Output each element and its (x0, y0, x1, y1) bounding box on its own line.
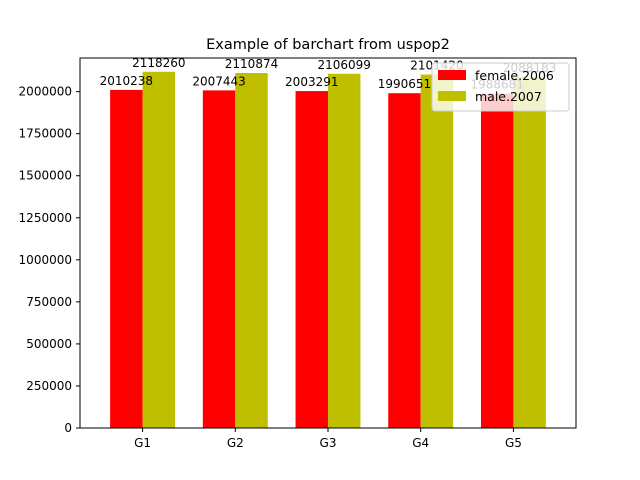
bar-G4-series-2 (420, 74, 454, 428)
data-label: 2003291 (285, 75, 338, 89)
legend: female.2006 male.2007 (431, 62, 570, 112)
y-tick-label: 750000 (26, 295, 72, 309)
y-tick-label: 1000000 (19, 253, 72, 267)
bar-G4-series-1 (388, 93, 421, 429)
chart-title: Example of barchart from uspop2 (206, 37, 450, 53)
data-label: 2110874 (225, 57, 278, 71)
data-label: 2106099 (317, 58, 370, 72)
y-tick-label: 1250000 (19, 211, 72, 225)
data-label: 1990651 (378, 77, 431, 91)
bar-G5-series-1 (480, 93, 514, 428)
legend-label: female.2006 (475, 68, 554, 83)
bar-G5-series-2 (513, 76, 546, 428)
y-tick-label: 1500000 (19, 169, 72, 183)
bar-G1-series-1 (110, 89, 143, 428)
legend-label: male.2007 (475, 89, 542, 104)
x-tick-label: G3 (320, 436, 337, 450)
bar-G2-series-1 (202, 90, 236, 428)
legend-frame (431, 62, 570, 112)
x-tick-label: G4 (412, 436, 429, 450)
bar-G1-series-2 (142, 71, 176, 428)
data-label: 2118260 (132, 56, 185, 70)
y-axis: 0 250000 500000 750000 1000000 1250000 1500000… (19, 85, 80, 435)
y-tick-label: 1750000 (19, 127, 72, 141)
x-axis: G1 G2 G3 G4 G5 (134, 428, 522, 450)
data-label: 2007443 (192, 74, 245, 88)
y-tick-label: 2000000 (19, 85, 72, 99)
y-tick-label: 0 (64, 421, 72, 435)
legend-swatch (438, 70, 466, 80)
legend-swatch (438, 91, 466, 101)
data-label: 2010238 (100, 74, 153, 88)
bar-G2-series-2 (235, 72, 268, 429)
x-tick-label: G5 (505, 436, 522, 450)
x-tick-label: G2 (227, 436, 244, 450)
bar-G3-series-2 (328, 73, 361, 428)
bars-layer (110, 71, 546, 429)
x-tick-label: G1 (134, 436, 151, 450)
y-tick-label: 250000 (26, 379, 72, 393)
y-tick-label: 500000 (26, 337, 72, 351)
bar-G3-series-1 (295, 91, 328, 428)
